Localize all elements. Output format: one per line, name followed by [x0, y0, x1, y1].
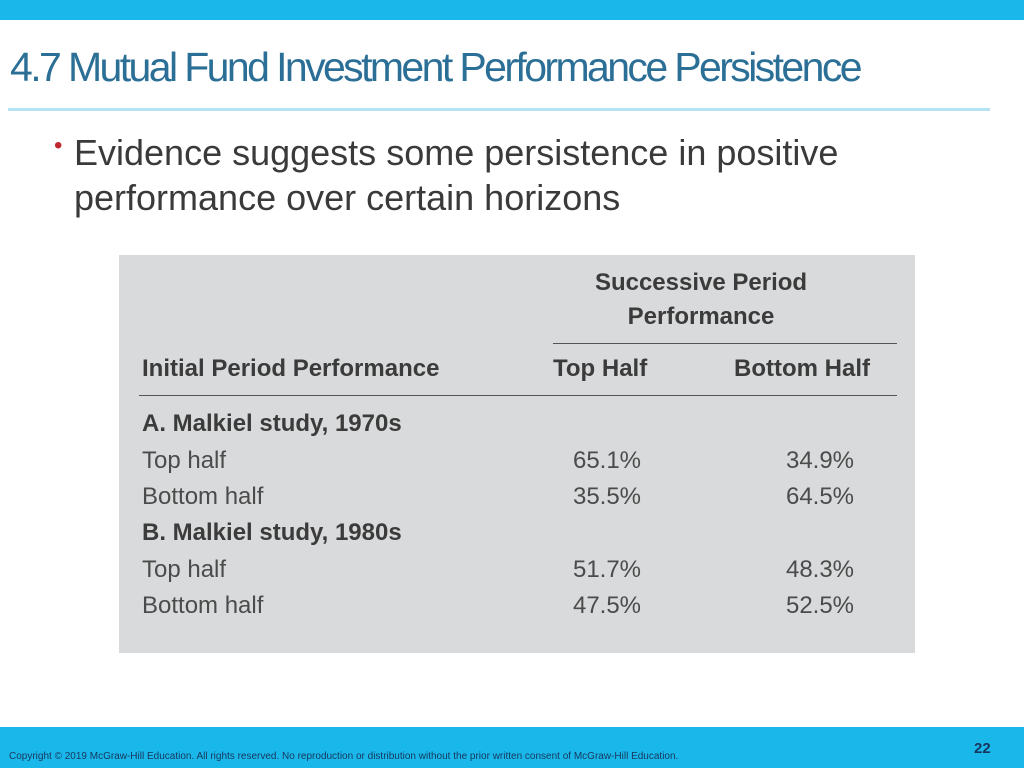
cell-bottom-half: 52.5% [785, 592, 855, 619]
super-header-line1: Successive Period [594, 269, 808, 296]
row-label: Bottom half [142, 483, 264, 510]
title-divider [8, 108, 990, 111]
col-header-initial: Initial Period Performance [142, 355, 440, 382]
cell-top-half: 65.1% [572, 447, 642, 474]
cell-bottom-half: 34.9% [785, 447, 855, 474]
copyright-notice: Copyright © 2019 McGraw-Hill Education. … [9, 751, 679, 762]
bullet-dot-icon: • [54, 132, 63, 159]
page-number: 22 [974, 740, 991, 757]
row-label: Top half [142, 556, 227, 583]
cell-top-half: 51.7% [572, 556, 642, 583]
super-header-line2: Performance [627, 303, 775, 330]
row-label: Top half [142, 447, 227, 474]
bullet-text: Evidence suggests some persistence in po… [74, 132, 839, 218]
cell-bottom-half: 48.3% [785, 556, 855, 583]
performance-table: Successive Period Performance Initial Pe… [119, 255, 915, 653]
row-label: Bottom half [142, 592, 264, 619]
header-rule [139, 395, 897, 396]
col-header-bottom-half: Bottom Half [734, 355, 870, 382]
cell-top-half: 35.5% [572, 483, 642, 510]
col-header-top-half: Top Half [553, 355, 648, 382]
super-header-rule [553, 343, 897, 344]
group-label: A. Malkiel study, 1970s [142, 410, 402, 437]
cell-top-half: 47.5% [572, 592, 642, 619]
cell-bottom-half: 64.5% [785, 483, 855, 510]
slide-title: 4.7 Mutual Fund Investment Performance P… [10, 44, 863, 90]
footer-bar [0, 727, 1024, 768]
top-accent-bar [0, 0, 1024, 20]
group-label: B. Malkiel study, 1980s [142, 519, 402, 546]
